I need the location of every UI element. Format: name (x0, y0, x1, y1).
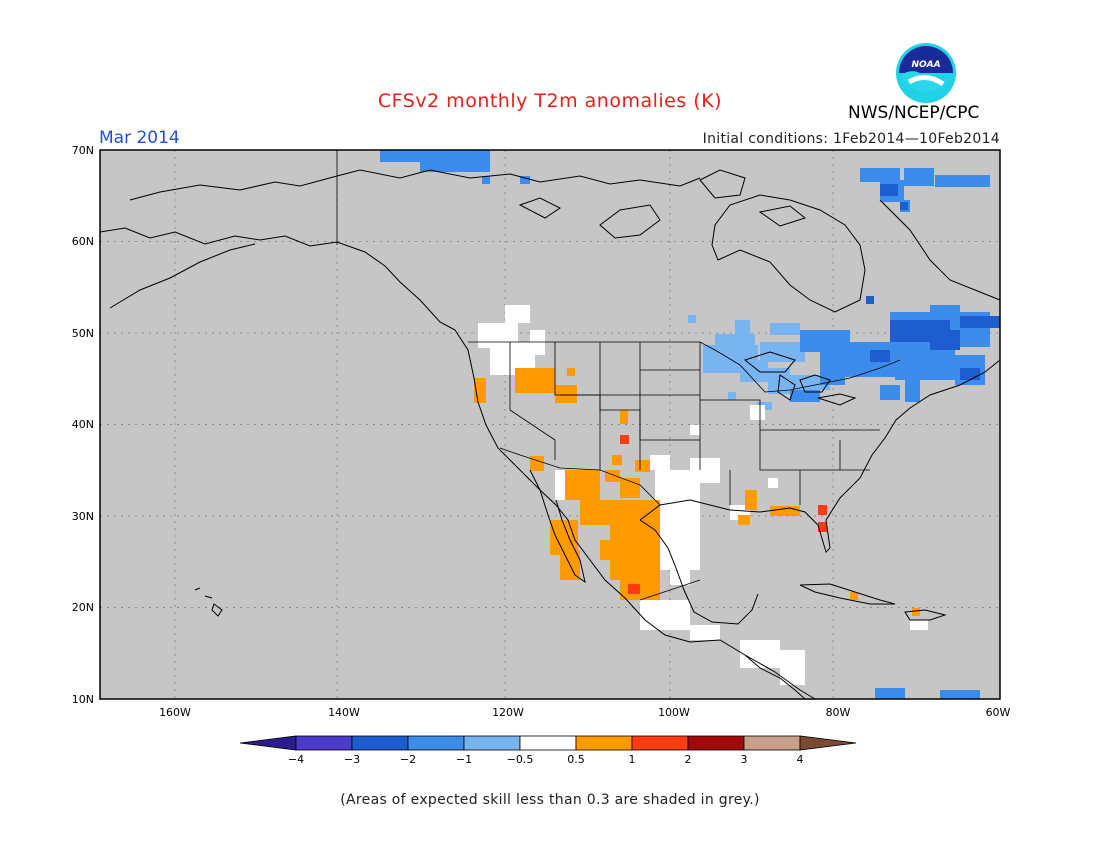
lat-tick-label: 20N (72, 601, 94, 614)
lon-tick-label: 60W (986, 706, 1011, 719)
colorbar-swatch (407, 735, 465, 751)
colorbar-label: −0.5 (507, 753, 534, 766)
lat-tick-label: 50N (72, 327, 94, 340)
lat-tick-label: 60N (72, 235, 94, 248)
graticule (100, 150, 1000, 699)
anomaly-cells (380, 150, 1000, 699)
coastlines (99, 169, 1001, 700)
lon-tick-label: 120W (492, 706, 524, 719)
map-frame (99, 149, 1001, 700)
colorbar-swatch (295, 735, 353, 751)
colorbar (239, 735, 857, 751)
lon-tick-label: 100W (658, 706, 690, 719)
colorbar-label: 3 (741, 753, 748, 766)
colorbar-swatch (351, 735, 409, 751)
colorbar-swatch (631, 735, 689, 751)
colorbar-label: 4 (797, 753, 804, 766)
skill-footnote: (Areas of expected skill less than 0.3 a… (340, 792, 760, 808)
colorbar-label: 1 (629, 753, 636, 766)
lon-tick-label: 80W (826, 706, 851, 719)
lon-tick-label: 140W (328, 706, 360, 719)
initial-conditions-label: Initial conditions: 1Feb2014—10Feb2014 (702, 131, 1000, 147)
lat-tick-label: 30N (72, 510, 94, 523)
colorbar-swatch (519, 735, 577, 751)
colorbar-label: −1 (456, 753, 472, 766)
colorbar-label: −2 (400, 753, 416, 766)
lat-tick-label: 70N (72, 144, 94, 157)
colorbar-arrow-low (239, 735, 297, 751)
colorbar-label: −4 (288, 753, 304, 766)
political-borders (336, 150, 901, 601)
colorbar-labels: −4 −3 −2 −1 −0.5 0.5 1 2 3 4 (288, 753, 804, 766)
map-title: CFSv2 monthly T2m anomalies (K) (377, 90, 723, 112)
colorbar-swatch (463, 735, 521, 751)
colorbar-swatch (575, 735, 633, 751)
lat-axis: 70N 60N 50N 40N 30N 20N 10N (72, 144, 94, 706)
lat-tick-label: 10N (72, 693, 94, 706)
colorbar-label: 0.5 (567, 753, 585, 766)
svg-text:NOAA: NOAA (911, 60, 940, 70)
lat-tick-label: 40N (72, 418, 94, 431)
colorbar-label: 2 (685, 753, 692, 766)
colorbar-label: −3 (344, 753, 360, 766)
noaa-logo-icon: NOAA (896, 43, 956, 103)
valid-month-label: Mar 2014 (99, 128, 180, 148)
colorbar-swatch (743, 735, 801, 751)
lon-tick-label: 160W (159, 706, 191, 719)
colorbar-arrow-high (799, 735, 857, 751)
colorbar-swatch (687, 735, 745, 751)
agency-label: NWS/NCEP/CPC (848, 103, 980, 123)
lon-axis: 160W 140W 120W 100W 80W 60W (159, 706, 1010, 719)
